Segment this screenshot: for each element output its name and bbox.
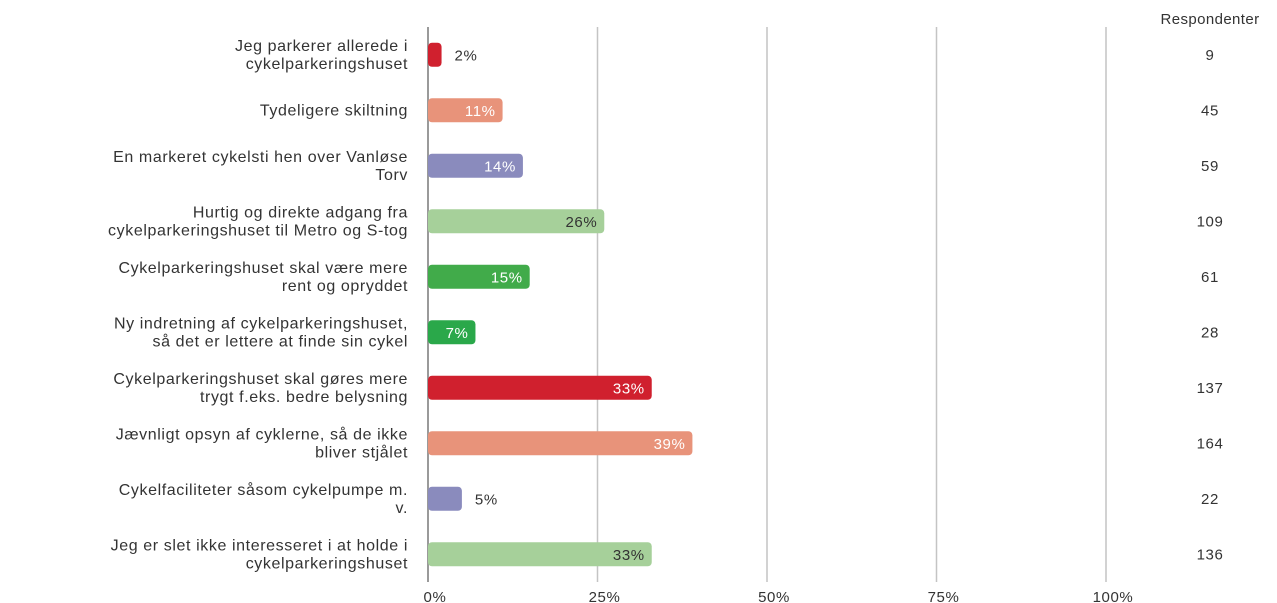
x-tick-label: 100% (1093, 589, 1134, 603)
category-label: cykelparkeringshuset til Metro og S-tog (108, 222, 408, 239)
category-label: Cykelparkeringshuset skal gøres mere (113, 371, 408, 388)
respondent-count: 164 (1197, 435, 1224, 452)
category-label: bliver stjålet (315, 443, 408, 461)
category-label: Cykelparkeringshuset skal være mere (118, 260, 408, 277)
x-tick-label: 75% (928, 589, 960, 603)
x-tick-label: 50% (758, 589, 790, 603)
gridlines (428, 27, 1106, 582)
category-label: så det er lettere at finde sin cykel (153, 332, 409, 350)
data-label: 26% (565, 214, 597, 231)
category-label: trygt f.eks. bedre belysning (200, 389, 408, 406)
category-label: cykelparkeringshuset (246, 555, 408, 572)
x-tick-label: 25% (589, 589, 621, 603)
data-label: 11% (465, 103, 496, 120)
category-label: Jævnligt opsyn af cyklerne, så de ikke (116, 425, 408, 443)
respondent-count: 45 (1201, 102, 1219, 119)
category-label: v. (396, 500, 408, 517)
bar (428, 43, 442, 67)
data-label: 33% (613, 380, 645, 397)
category-label: Hurtig og direkte adgang fra (193, 204, 408, 221)
data-label: 14% (484, 158, 516, 175)
respondent-count: 28 (1201, 324, 1219, 341)
data-label: 5% (475, 491, 498, 508)
respondent-count: 59 (1201, 158, 1219, 175)
category-label: Torv (375, 167, 408, 184)
category-labels: Jeg parkerer allerede icykelparkeringshu… (108, 38, 408, 573)
category-label: cykelparkeringshuset (246, 56, 408, 73)
respondent-count: 137 (1197, 380, 1224, 397)
data-label: 39% (654, 436, 686, 453)
data-label: 7% (446, 325, 469, 342)
category-label: Tydeligere skiltning (260, 102, 408, 119)
x-tick-label: 0% (424, 589, 447, 603)
data-label: 2% (455, 47, 478, 64)
data-label: 15% (491, 269, 523, 286)
respondent-column: Respondenter 9 45 59 109 61 28 137 164 22 136 (1160, 11, 1259, 563)
category-label: rent og opryddet (282, 278, 408, 295)
bars: 2% 11% 14% 26% 15% 7% 33% 39% 5% 33% (428, 43, 692, 567)
respondent-count: 61 (1201, 269, 1219, 286)
respondent-count: 109 (1197, 213, 1224, 230)
category-label: Jeg er slet ikke interesseret i at holde… (111, 537, 408, 554)
data-label: 33% (613, 547, 645, 564)
category-label: Cykelfaciliteter såsom cykelpumpe m. (119, 481, 408, 499)
respondents-header: Respondenter (1160, 11, 1259, 28)
category-label: En markeret cykelsti hen over Vanløse (113, 149, 408, 166)
respondent-count: 136 (1197, 546, 1224, 563)
category-label: Ny indretning af cykelparkeringshuset, (114, 315, 408, 332)
category-label: Jeg parkerer allerede i (235, 38, 408, 55)
respondent-count: 9 (1206, 47, 1215, 64)
x-axis-ticks: 0% 25% 50% 75% 100% (424, 589, 1134, 603)
bar (428, 487, 462, 511)
respondent-count: 22 (1201, 491, 1219, 508)
